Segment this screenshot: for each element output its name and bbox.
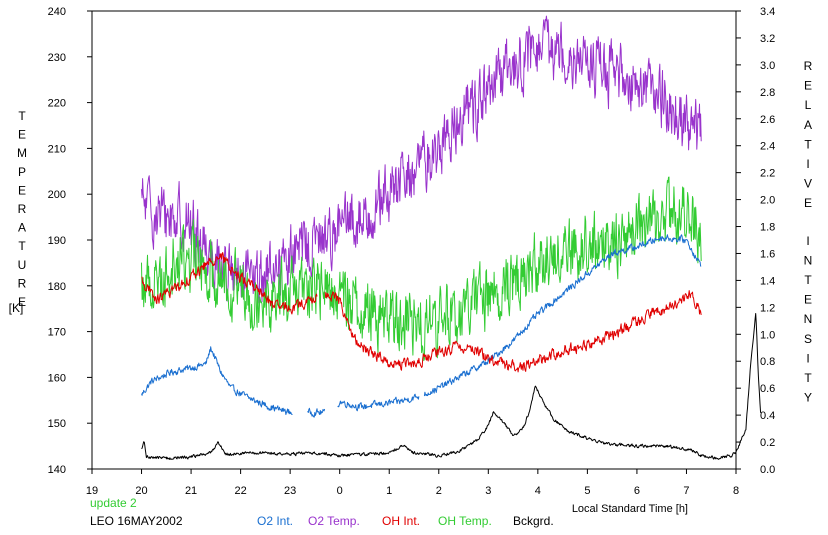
y-right-tick-label: 2.4 <box>760 141 775 153</box>
y-left-label-letter: P <box>18 165 26 179</box>
y-left-label-letter: U <box>18 258 27 272</box>
series-line-oh-temp <box>141 176 702 362</box>
y-right-label-letter: L <box>805 98 812 112</box>
y-left-label-letter: A <box>18 221 26 235</box>
x-tick-label: 5 <box>584 485 590 497</box>
y-left-label-letter: R <box>18 202 27 216</box>
y-right-label-letter: T <box>804 137 812 151</box>
y-left-tick-label: 180 <box>48 281 66 293</box>
y-left-tick-label: 210 <box>48 143 66 155</box>
plot-frame <box>91 10 737 470</box>
y-right-label-letter: Y <box>804 391 812 405</box>
legend-item-o2-temp: O2 Temp. <box>308 514 360 528</box>
y-right-tick-label: 0.6 <box>760 383 775 395</box>
x-axis-label: Local Standard Time [h] <box>572 503 688 515</box>
axes-layer: 19 20 21 22 23 0 1 2 3 4 5 6 7 8140150160170180190200… <box>48 6 776 497</box>
x-tick-label: 2 <box>436 485 442 497</box>
y-right-label-letter: T <box>804 371 812 385</box>
y-left-label-letter: E <box>18 128 26 142</box>
x-tick-label: 4 <box>535 485 541 497</box>
y-right-label-letter: N <box>804 312 813 326</box>
y-left-label-letter: E <box>18 183 26 197</box>
y-right-tick-label: 1.6 <box>760 248 775 260</box>
y-left-tick-label: 160 <box>48 372 66 384</box>
x-tick-label: 0 <box>337 485 343 497</box>
y-left-tick-label: 150 <box>48 418 66 430</box>
y-right-tick-label: 2.0 <box>760 195 775 207</box>
legend-item-oh-temp: OH Temp. <box>438 514 492 528</box>
legend: O2 Int. O2 Temp. OH Int. OH Temp. Bckgrd… <box>0 514 828 532</box>
y-left-unit-label: [K] <box>9 301 24 315</box>
station-date-label: LEO 16MAY2002 <box>90 514 183 528</box>
y-left-tick-label: 140 <box>48 464 66 476</box>
x-tick-label: 20 <box>135 485 147 497</box>
y-left-label-letter: E <box>18 295 26 309</box>
y-left-label-letter: T <box>18 239 26 253</box>
y-right-label-letter: I <box>806 351 809 365</box>
y-right-tick-label: 0.4 <box>760 410 775 422</box>
y-right-tick-label: 0.2 <box>760 437 775 449</box>
y-right-label-letter: I <box>806 157 809 171</box>
y-right-tick-label: 1.4 <box>760 275 775 287</box>
x-tick-label: 3 <box>485 485 491 497</box>
y-left-tick-label: 240 <box>48 6 66 18</box>
y-left-tick-label: 200 <box>48 189 66 201</box>
y-right-tick-label: 1.0 <box>760 329 775 341</box>
y-right-label-letter: A <box>804 118 812 132</box>
series-line-o2-int <box>141 234 702 418</box>
legend-item-o2-int: O2 Int. <box>257 514 294 528</box>
y-right-tick-label: 0.0 <box>760 464 775 476</box>
x-tick-label: 19 <box>86 485 98 497</box>
y-right-tick-label: 3.0 <box>760 60 775 72</box>
y-right-tick-label: 2.8 <box>760 87 775 99</box>
series-layer <box>141 15 762 460</box>
series-line-oh-int <box>141 252 702 373</box>
y-left-label-letter: M <box>17 146 27 160</box>
y-right-label-letter: E <box>804 196 812 210</box>
y-right-label-letter: I <box>806 234 809 248</box>
y-left-tick-label: 190 <box>48 235 66 247</box>
y-right-label-letter: V <box>804 177 812 191</box>
x-tick-label: 21 <box>185 485 197 497</box>
y-left-label-letter: R <box>18 276 27 290</box>
y-left-tick-label: 170 <box>48 327 66 339</box>
legend-item-bckgrd: Bckgrd. <box>513 514 554 528</box>
y-left-tick-label: 220 <box>48 98 66 110</box>
legend-item-oh-int: OH Int. <box>382 514 421 528</box>
y-right-label-letter: S <box>804 332 812 346</box>
x-tick-label: 23 <box>284 485 296 497</box>
x-tick-label: 8 <box>733 485 739 497</box>
y-right-label-letter: N <box>804 253 813 267</box>
y-right-tick-label: 1.8 <box>760 222 775 234</box>
series-line-bckgrd <box>141 313 762 460</box>
y-right-label-letter: E <box>804 79 812 93</box>
y-right-label-letter: R <box>804 59 813 73</box>
y-right-tick-label: 2.6 <box>760 114 775 126</box>
y-right-tick-label: 0.8 <box>760 356 775 368</box>
update-label: update 2 <box>90 496 137 510</box>
x-tick-label: 1 <box>386 485 392 497</box>
y-right-tick-label: 3.2 <box>760 33 775 45</box>
y-right-label-letter: T <box>804 273 812 287</box>
y-right-tick-label: 3.4 <box>760 6 775 18</box>
y-left-tick-label: 230 <box>48 52 66 64</box>
y-right-label-letter: E <box>804 293 812 307</box>
x-tick-label: 6 <box>634 485 640 497</box>
x-tick-label: 22 <box>234 485 246 497</box>
x-tick-label: 7 <box>683 485 689 497</box>
y-left-label-letter: T <box>18 109 26 123</box>
y-right-tick-label: 1.2 <box>760 302 775 314</box>
y-right-tick-label: 2.2 <box>760 168 775 180</box>
